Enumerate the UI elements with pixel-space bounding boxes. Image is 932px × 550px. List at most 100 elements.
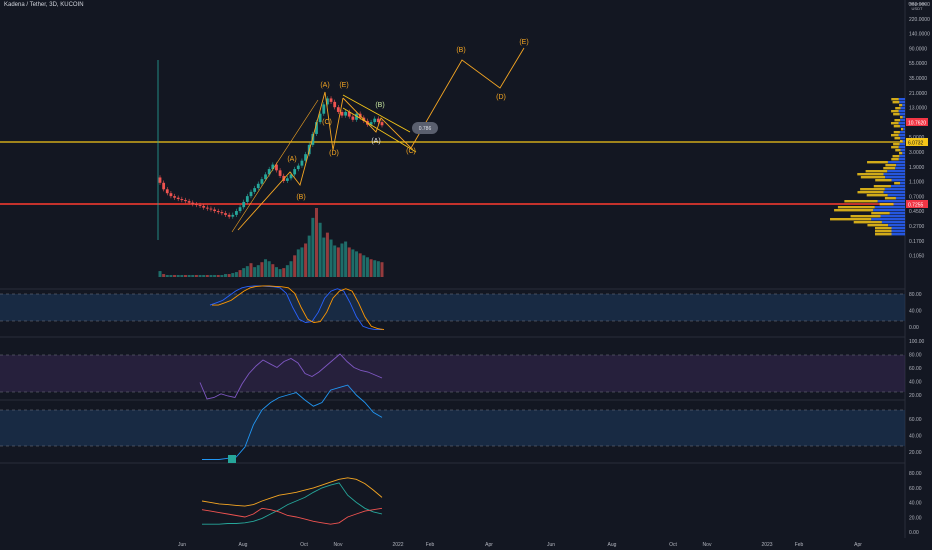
candle[interactable] <box>202 205 206 208</box>
volume-bar <box>245 266 249 277</box>
candle[interactable] <box>322 104 326 114</box>
mfi-line <box>202 384 383 463</box>
profile-bar <box>867 224 889 227</box>
time-tick-label: Oct <box>300 542 308 548</box>
candle[interactable] <box>271 164 275 170</box>
candle[interactable] <box>344 111 348 116</box>
profile-bar <box>875 227 892 230</box>
candle[interactable] <box>187 201 191 203</box>
candle[interactable] <box>209 208 213 210</box>
fib-badge[interactable] <box>412 122 438 134</box>
candle[interactable] <box>231 214 235 217</box>
level-badge-upper <box>906 138 928 146</box>
candle[interactable] <box>347 111 351 117</box>
candle[interactable] <box>220 212 224 214</box>
candle[interactable] <box>267 169 271 175</box>
volume-bar <box>307 235 311 277</box>
candle[interactable] <box>380 122 384 126</box>
volume-bar <box>216 275 220 277</box>
profile-bar <box>892 101 900 104</box>
candle[interactable] <box>158 177 162 183</box>
profile-bar <box>900 128 904 131</box>
volume-bar <box>194 275 198 277</box>
volume-bar <box>234 272 238 277</box>
candle[interactable] <box>213 209 216 212</box>
candle[interactable] <box>373 118 377 123</box>
candle[interactable] <box>285 178 289 181</box>
candle[interactable] <box>311 133 315 145</box>
profile-bar <box>900 137 905 140</box>
candle[interactable] <box>256 183 260 189</box>
candle[interactable] <box>238 207 242 212</box>
volume-bar <box>227 274 231 277</box>
profile-bar <box>873 209 905 212</box>
candle[interactable] <box>235 211 238 215</box>
profile-bar <box>865 170 888 173</box>
profile-bar <box>857 191 884 194</box>
profile-bar <box>887 194 905 197</box>
time-tick-label: Nov <box>703 542 712 548</box>
profile-bar <box>891 179 905 182</box>
candle[interactable] <box>304 154 307 161</box>
stoch-tick-label: 80.00 <box>909 292 922 298</box>
candle[interactable] <box>351 116 355 120</box>
candle[interactable] <box>194 204 198 206</box>
candle[interactable] <box>176 197 180 200</box>
candle[interactable] <box>300 160 304 166</box>
volume-profile <box>830 98 905 236</box>
candle[interactable] <box>245 196 249 202</box>
candle[interactable] <box>275 164 278 171</box>
candle[interactable] <box>180 199 184 201</box>
candle[interactable] <box>198 205 202 206</box>
candle[interactable] <box>184 200 187 202</box>
candle[interactable] <box>278 170 282 176</box>
candle[interactable] <box>289 174 293 179</box>
candle[interactable] <box>169 193 173 197</box>
profile-bar <box>881 221 905 224</box>
time-tick-label: Nov <box>334 542 343 548</box>
dmi-plus-line <box>202 482 383 525</box>
fib-badge-text: 0.786 <box>419 126 432 132</box>
candle[interactable] <box>191 202 195 205</box>
wave-label: (A) <box>371 138 380 145</box>
candle[interactable] <box>293 169 297 175</box>
time-tick-label: Aug <box>239 542 248 548</box>
profile-bar <box>894 137 901 140</box>
candle[interactable] <box>326 98 329 105</box>
candle[interactable] <box>318 113 322 123</box>
dmi-tick-label: 40.00 <box>909 501 922 507</box>
candle[interactable] <box>340 111 344 116</box>
volume-bar <box>373 260 377 277</box>
time-tick-label: 2023 <box>761 542 772 548</box>
candle[interactable] <box>333 101 337 108</box>
profile-bar <box>896 164 905 167</box>
candle[interactable] <box>336 107 340 112</box>
profile-bar <box>877 200 905 203</box>
candle[interactable] <box>173 196 176 198</box>
candle[interactable] <box>165 189 169 194</box>
candle[interactable] <box>162 182 166 190</box>
rsi-tick-label: 40.00 <box>909 380 922 386</box>
candle[interactable] <box>253 188 257 192</box>
candle[interactable] <box>296 165 300 170</box>
candle[interactable] <box>264 174 267 180</box>
candle[interactable] <box>216 211 220 213</box>
candle[interactable] <box>376 118 380 123</box>
candle[interactable] <box>329 98 333 102</box>
candle[interactable] <box>315 122 318 134</box>
candle[interactable] <box>355 113 358 120</box>
candle[interactable] <box>242 201 246 208</box>
candle[interactable] <box>205 207 209 209</box>
profile-bar <box>883 173 905 176</box>
volume-bar <box>278 269 282 277</box>
profile-bar <box>891 98 899 101</box>
volume-bar <box>224 274 228 277</box>
candle[interactable] <box>249 191 253 197</box>
candle[interactable] <box>224 213 227 215</box>
candle[interactable] <box>369 122 373 125</box>
candle[interactable] <box>227 214 231 217</box>
candle[interactable] <box>260 179 264 184</box>
dmi-tick-label: 0.00 <box>909 530 919 536</box>
profile-bar <box>900 182 905 185</box>
